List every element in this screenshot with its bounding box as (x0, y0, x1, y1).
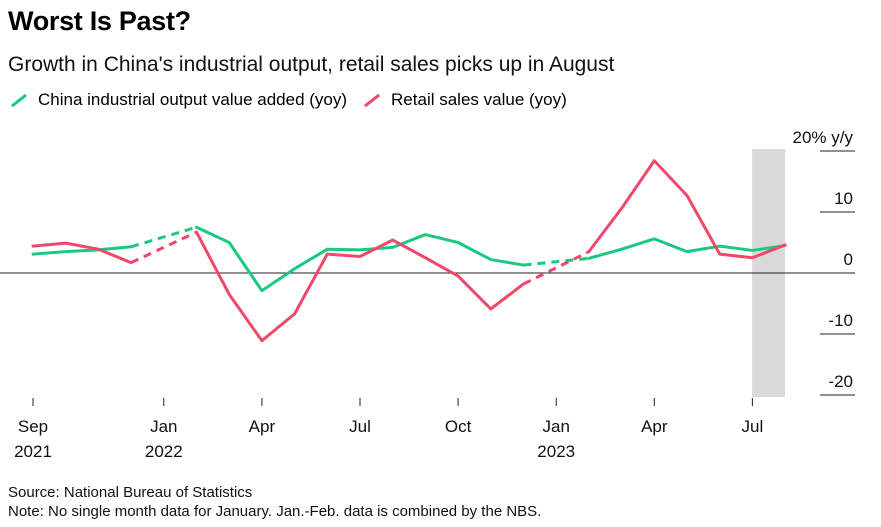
x-tick-label-4: Oct (445, 417, 472, 436)
y-tick-label-4: -20 (828, 372, 853, 391)
chart-subtitle: Growth in China's industrial output, ret… (8, 53, 615, 76)
x-tick-year-5: 2023 (537, 442, 575, 461)
x-tick-year-0: 2021 (14, 442, 52, 461)
line-chart: 20% y/y 10 0 -10 -20 Sep 2021 Jan 2022 Apr Jul Oct J… (0, 128, 855, 461)
x-tick-label-0: Sep (18, 417, 48, 436)
y-tick-label-3: -10 (828, 311, 853, 330)
x-tick-label-5: Jan (542, 417, 569, 436)
chart-title: Worst Is Past? (8, 6, 191, 36)
series-line-retail-sales-2 (587, 159, 787, 260)
x-tick-label-1: Jan (150, 417, 177, 436)
series-line-industrial-output-0 (31, 245, 133, 256)
series-line-industrial-output-2 (587, 237, 787, 260)
x-tick-label-2: Apr (249, 417, 276, 436)
y-tick-label-2: 0 (844, 250, 853, 269)
series-gap-industrial-output-0 (130, 225, 197, 249)
series-gap-industrial-output-1 (523, 256, 590, 267)
x-tick-label-3: Jul (349, 417, 371, 436)
legend-item-retail-sales: Retail sales value (yoy) (361, 90, 567, 110)
series-gap-retail-sales-0 (130, 230, 198, 264)
footnotes: Source: National Bureau of Statistics No… (8, 483, 541, 521)
legend-label-retail-sales: Retail sales value (yoy) (391, 90, 567, 109)
series-line-industrial-output-1 (195, 225, 525, 293)
methodology-note: Note: No single month data for January. … (8, 503, 542, 520)
legend: China industrial output value added (yoy… (8, 90, 581, 110)
series-line-retail-sales-1 (195, 230, 525, 343)
y-tick-label-1: 10 (834, 189, 853, 208)
y-tick-label-0: 20% y/y (793, 128, 854, 147)
x-tick-label-6: Apr (641, 417, 668, 436)
series-gap-retail-sales-1 (522, 250, 590, 286)
series-line-retail-sales-0 (31, 241, 133, 265)
x-tick-year-1: 2022 (145, 442, 183, 461)
legend-item-industrial-output: China industrial output value added (yoy… (8, 90, 347, 110)
source-note: Source: National Bureau of Statistics (8, 484, 253, 501)
x-tick-label-7: Jul (742, 417, 764, 436)
legend-label-industrial-output: China industrial output value added (yoy… (38, 90, 348, 109)
